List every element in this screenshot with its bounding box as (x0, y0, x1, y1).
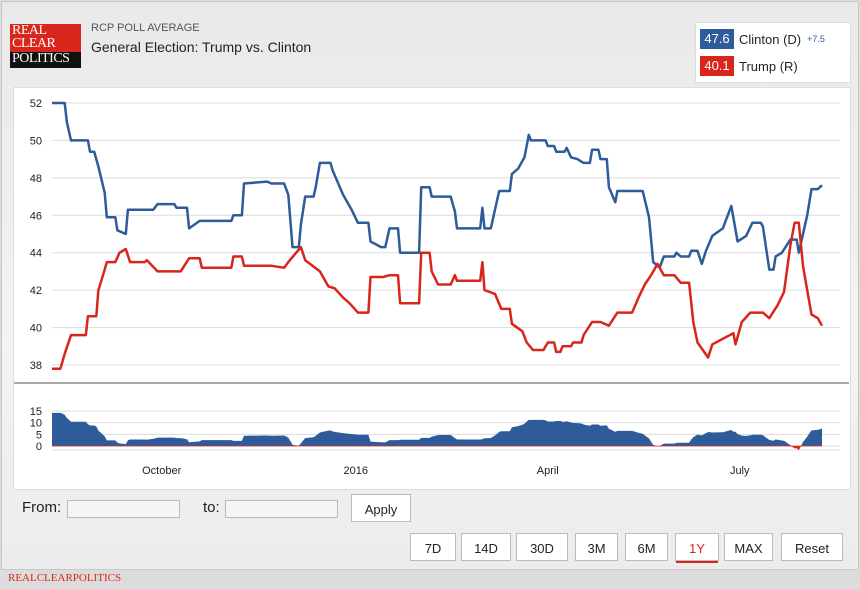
spread-y-tick-label: 10 (30, 418, 42, 430)
logo-line: POLITICS (10, 52, 81, 68)
range-14d-button[interactable]: 14D (461, 533, 511, 561)
y-tick-label: 52 (30, 98, 42, 110)
chart-title: General Election: Trump vs. Clinton (91, 39, 312, 55)
y-tick-label: 44 (30, 248, 42, 260)
y-tick-label: 46 (30, 210, 42, 222)
x-tick-label: April (537, 465, 559, 477)
range-3m-button[interactable]: 3M (575, 533, 618, 561)
to-label: to: (203, 499, 220, 516)
from-date-input[interactable] (67, 500, 180, 518)
range-6m-button[interactable]: 6M (625, 533, 668, 561)
apply-button[interactable]: Apply (351, 494, 411, 522)
rcp-logo: REAL CLEAR POLITICS (10, 24, 81, 68)
y-tick-label: 38 (30, 360, 42, 372)
logo-line: CLEAR (12, 36, 56, 51)
spread-y-tick-label: 0 (36, 441, 42, 453)
range-7d-button[interactable]: 7D (410, 533, 456, 561)
x-tick-label: July (730, 465, 750, 477)
legend: 47.6 Clinton (D) +7.5 40.1 Trump (R) (695, 22, 851, 83)
range-1y-button[interactable]: 1Y (675, 533, 719, 563)
legend-trump: 40.1 Trump (R) (700, 56, 798, 76)
y-tick-label: 40 (30, 323, 42, 335)
y-tick-label: 48 (30, 173, 42, 185)
trump-label: Trump (R) (739, 58, 798, 74)
legend-clinton: 47.6 Clinton (D) +7.5 (700, 29, 825, 49)
clinton-label: Clinton (D) (739, 31, 802, 47)
to-date-input[interactable] (225, 500, 338, 518)
range-30d-button[interactable]: 30D (516, 533, 568, 561)
chart-subtitle: RCP POLL AVERAGE (91, 22, 200, 34)
y-tick-label: 50 (30, 135, 42, 147)
spread-area-trump-lead (52, 445, 822, 451)
reset-button[interactable]: Reset (781, 533, 843, 561)
spread-y-tick-label: 15 (30, 406, 42, 418)
trump-value-badge: 40.1 (700, 56, 734, 76)
spread-value: +7.5 (807, 34, 825, 44)
spread-area-clinton-lead (52, 412, 822, 446)
from-label: From: (22, 499, 62, 516)
range-max-button[interactable]: MAX (724, 533, 773, 561)
x-tick-label: October (142, 465, 181, 477)
x-tick-label: 2016 (344, 465, 368, 477)
clinton-line (52, 101, 823, 271)
footer-brand: REALCLEARPOLITICS (8, 572, 122, 584)
trump-line (52, 221, 824, 370)
logo-line: REAL (12, 23, 47, 38)
spread-y-tick-label: 5 (36, 429, 42, 441)
clinton-value-badge: 47.6 (700, 29, 734, 49)
y-tick-label: 42 (30, 285, 42, 297)
